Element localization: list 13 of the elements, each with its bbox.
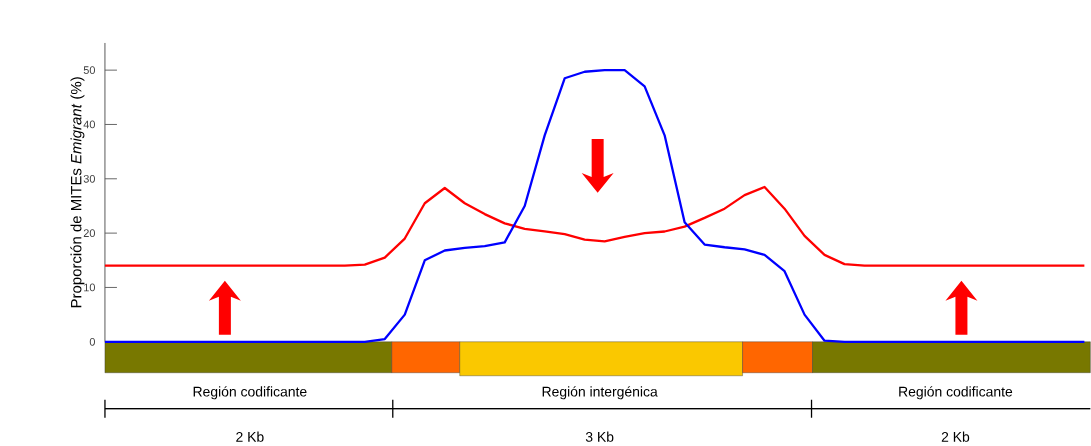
y-tick-label: 10	[84, 283, 95, 292]
text: 2 Kb	[236, 431, 264, 442]
text: Región codificante	[193, 386, 307, 400]
y-tick-label: 0	[89, 338, 95, 346]
y-tick-label: 30	[83, 175, 95, 183]
y-tick-label: 40	[83, 120, 95, 129]
text: 3 Kb	[585, 431, 614, 442]
text: 2 Kb	[941, 431, 970, 442]
y-tick-label: 50	[83, 66, 95, 75]
y-axis-title: Proporción de MITEs Emigrant (%)	[70, 77, 85, 308]
text: Región intergénica	[542, 386, 658, 400]
y-tick-label: 20	[83, 229, 95, 238]
text: Región codificante	[899, 386, 1013, 400]
